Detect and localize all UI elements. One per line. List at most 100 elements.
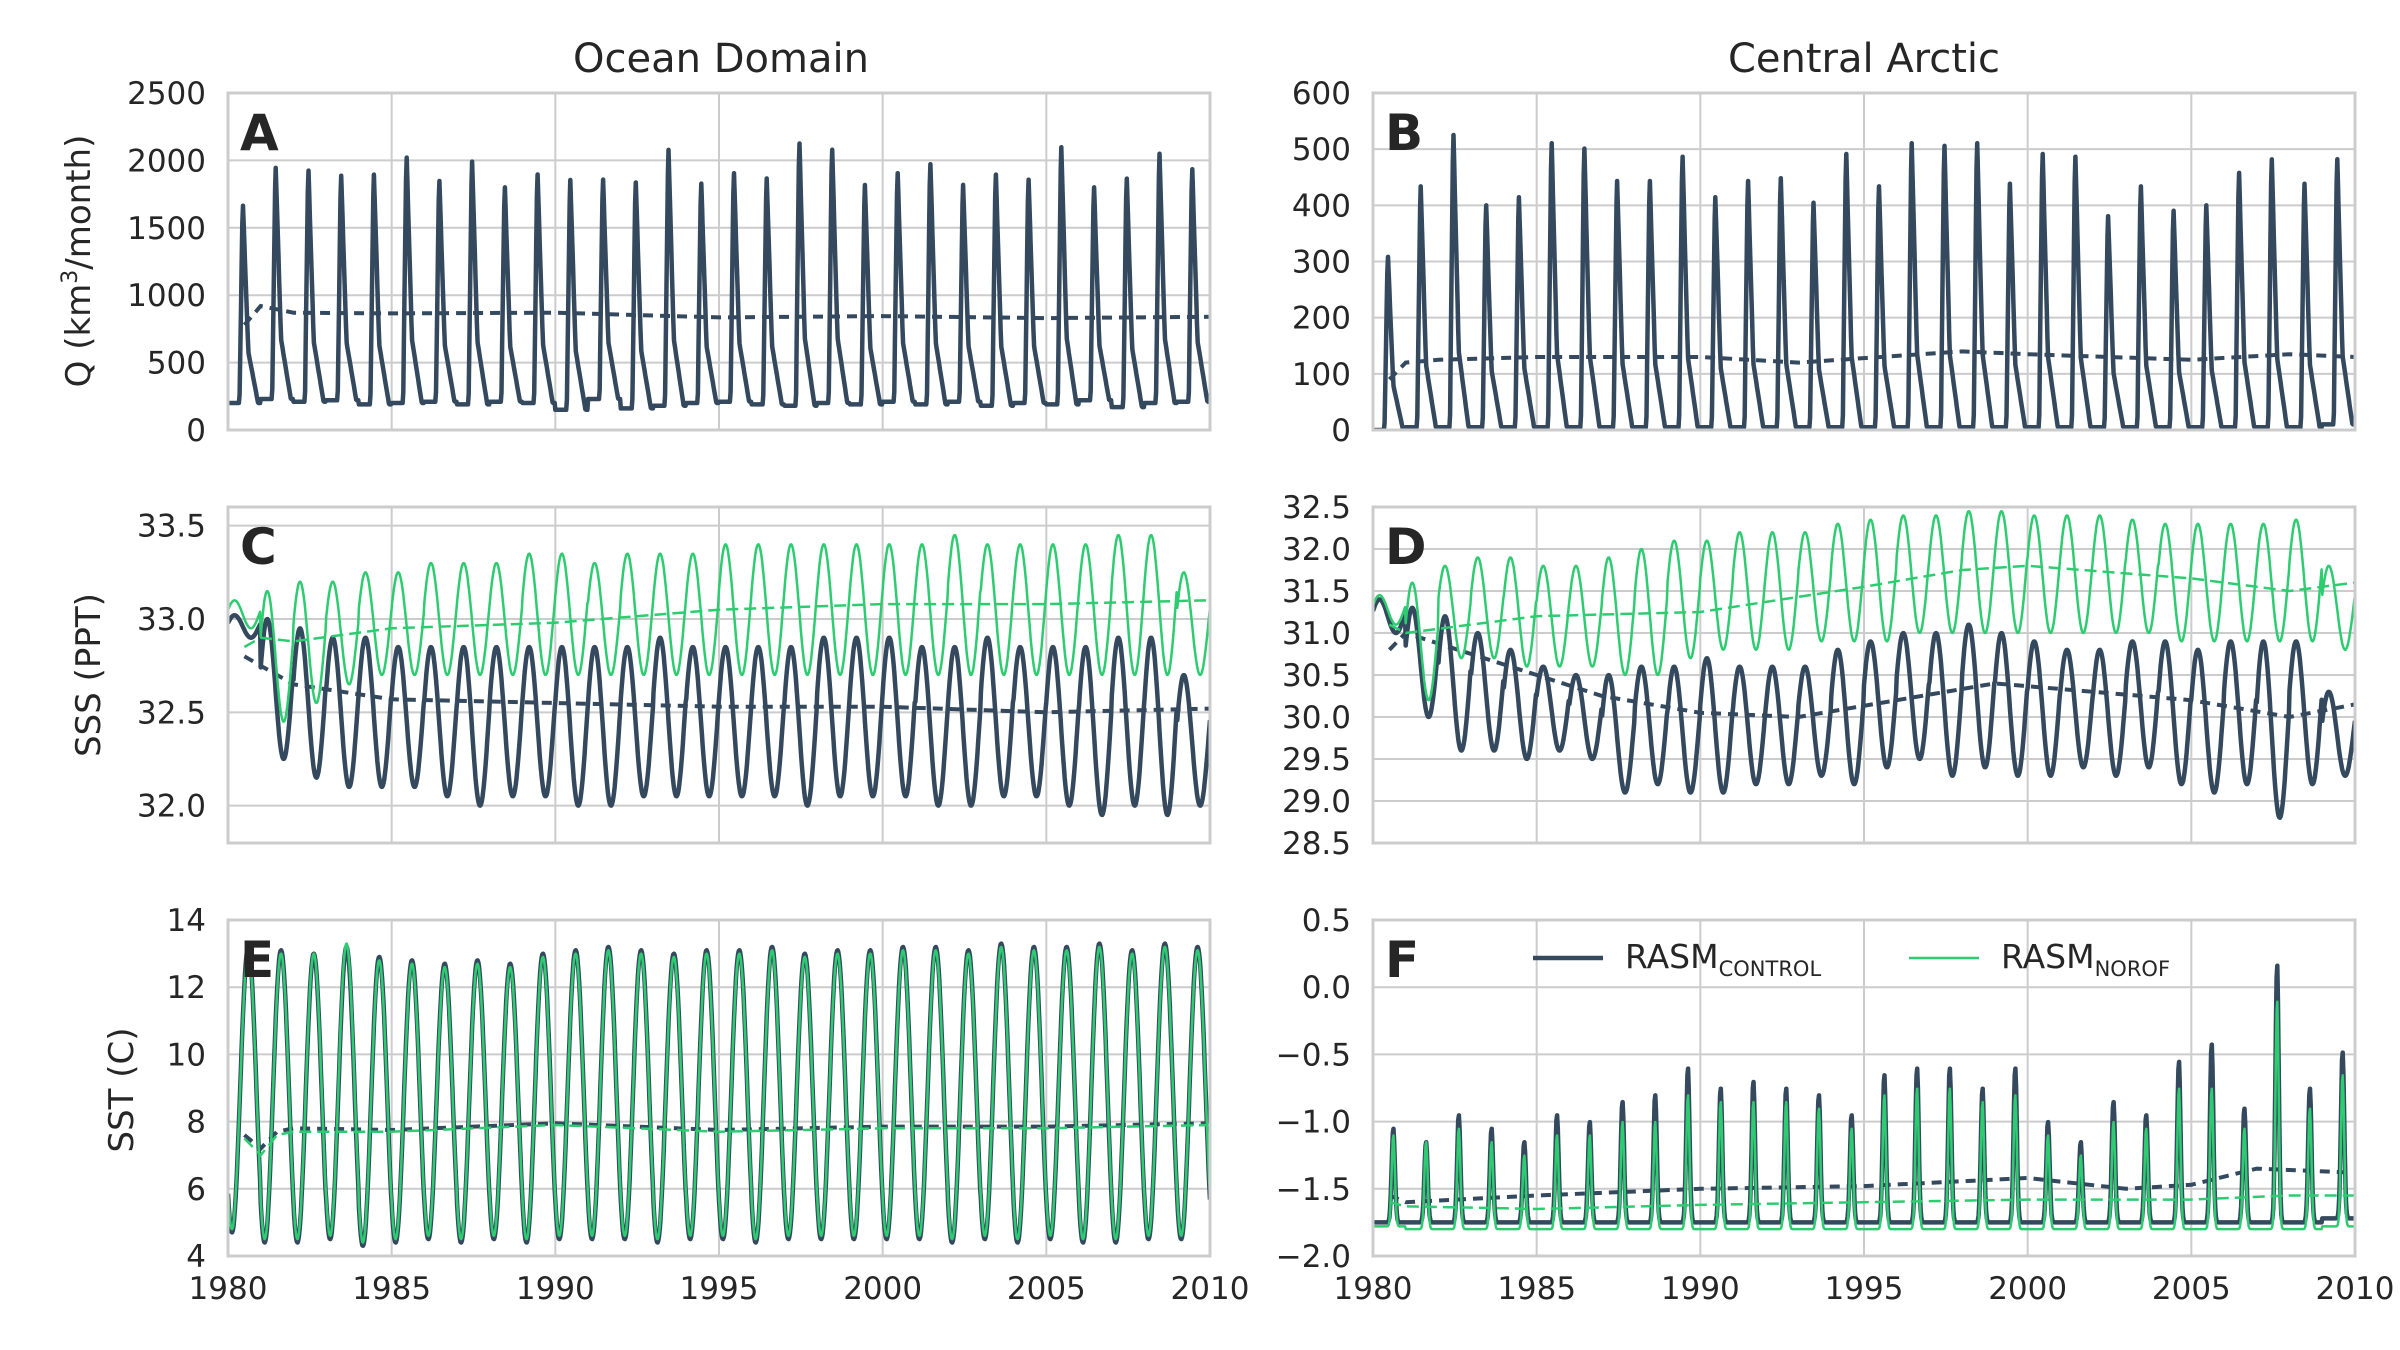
y-tick-label: 0.5 bbox=[1302, 903, 1351, 939]
panel-e: 1980 1985 1990 1995 2000 2005 2010 4 6 8 10 12 14 E bbox=[167, 903, 1250, 1307]
x-tick-label: 1990 bbox=[1661, 1271, 1740, 1307]
y-tick-label: 12 bbox=[167, 970, 206, 1006]
y-tick-label: 33.5 bbox=[137, 509, 206, 545]
y-tick-label: 1500 bbox=[127, 211, 206, 247]
axes-frame bbox=[1371, 505, 2357, 845]
ylabel-q: Q (km3/month) bbox=[58, 135, 99, 388]
y-tick-label: 0.0 bbox=[1302, 970, 1351, 1006]
ylabel-q-sup: 3 bbox=[58, 270, 83, 284]
control-monthly-line bbox=[228, 141, 1210, 413]
x-tick-label: 2010 bbox=[2316, 1271, 2395, 1307]
y-tick-label: 29.5 bbox=[1282, 742, 1351, 778]
axes-frame bbox=[226, 91, 1212, 432]
ylabel-sst: SST (C) bbox=[102, 1027, 142, 1152]
legend-label-sub: CONTROL bbox=[1719, 957, 1822, 981]
control-running-mean-line bbox=[1388, 1166, 2355, 1205]
series-group bbox=[1373, 510, 2355, 820]
axes-frame bbox=[226, 918, 1212, 1258]
y-tick-label: 2500 bbox=[127, 76, 206, 112]
x-tick-label: 1995 bbox=[1825, 1271, 1904, 1307]
y-tick-label: 600 bbox=[1292, 76, 1351, 112]
norof-running-mean-line bbox=[1388, 564, 2355, 635]
y-tick-label: 10 bbox=[167, 1037, 206, 1073]
norof-running-mean-line bbox=[1389, 1194, 2355, 1211]
column-title-ocean-domain: Ocean Domain bbox=[573, 36, 869, 82]
norof-running-mean-line bbox=[243, 1123, 1210, 1158]
control-running-mean-line bbox=[243, 654, 1210, 715]
y-tick-label: 0 bbox=[1331, 413, 1351, 449]
series-group bbox=[228, 533, 1210, 818]
series-group bbox=[1373, 963, 2355, 1231]
axes-frame bbox=[1371, 918, 2357, 1258]
y-tick-label: 4 bbox=[186, 1239, 206, 1275]
legend: RASMCONTROL RASMNOROF bbox=[1533, 937, 2170, 981]
x-tick-label: 1995 bbox=[680, 1271, 759, 1307]
panel-letter-d: D bbox=[1385, 518, 1427, 576]
y-tick-label: 32.0 bbox=[137, 789, 206, 825]
y-tick-label: 100 bbox=[1292, 357, 1351, 393]
panel-b: 0 100 200 300 400 500 600 B bbox=[1292, 76, 2357, 449]
x-tick-label: 2005 bbox=[1007, 1271, 1086, 1307]
x-tick-label: 2010 bbox=[1171, 1271, 1250, 1307]
control-running-mean-line bbox=[1387, 630, 2355, 720]
norof-running-mean-line bbox=[243, 599, 1210, 649]
x-tick-label: 2005 bbox=[2152, 1271, 2231, 1307]
y-tick-label: 6 bbox=[186, 1172, 206, 1208]
ylabel-q-main: Q (km bbox=[59, 284, 99, 388]
y-tick-label: 1000 bbox=[127, 278, 206, 314]
ylabel-sss: SSS (PPT) bbox=[69, 593, 109, 757]
column-title-central-arctic: Central Arctic bbox=[1728, 36, 2000, 82]
norof-monthly-line bbox=[1373, 510, 2355, 702]
control-monthly-line bbox=[1373, 132, 2355, 430]
norof-monthly-line bbox=[228, 942, 1210, 1244]
y-tick-label: 0 bbox=[186, 413, 206, 449]
legend-label-sub: NOROF bbox=[2095, 957, 2170, 981]
series-group bbox=[228, 141, 1210, 413]
control-monthly-line bbox=[1373, 963, 2355, 1225]
legend-label-control: RASMCONTROL bbox=[1625, 937, 1821, 981]
y-tick-label: 200 bbox=[1292, 301, 1351, 337]
panel-f: 1980 1985 1990 1995 2000 2005 2010 −2.0 −1.5 −1.0… bbox=[1276, 903, 2395, 1307]
axes-frame bbox=[226, 505, 1212, 845]
y-tick-label: 33.0 bbox=[137, 602, 206, 638]
y-tick-label: 30.0 bbox=[1282, 700, 1351, 736]
panel-c: 32.0 32.5 33.0 33.5 C bbox=[137, 505, 1212, 845]
y-tick-label: −0.5 bbox=[1276, 1037, 1351, 1073]
ylabel-q-tail: /month) bbox=[59, 135, 99, 270]
axes-frame bbox=[1371, 91, 2357, 432]
panel-letter-c: C bbox=[240, 518, 277, 576]
y-tick-label: 400 bbox=[1292, 188, 1351, 224]
y-tick-label: −2.0 bbox=[1276, 1239, 1351, 1275]
norof-monthly-line bbox=[228, 533, 1210, 723]
control-running-mean-line bbox=[1387, 349, 2355, 381]
y-tick-label: 32.0 bbox=[1282, 532, 1351, 568]
panel-letter-e: E bbox=[240, 931, 274, 989]
y-tick-label: 31.0 bbox=[1282, 616, 1351, 652]
panel-letter-b: B bbox=[1385, 104, 1423, 162]
y-tick-label: 300 bbox=[1292, 245, 1351, 281]
y-tick-label: 14 bbox=[167, 903, 206, 939]
y-tick-label: 8 bbox=[186, 1105, 206, 1141]
legend-label-main: RASM bbox=[2001, 937, 2095, 976]
panel-letter-a: A bbox=[240, 104, 279, 162]
x-tick-label: 1985 bbox=[352, 1271, 431, 1307]
y-tick-label: 28.5 bbox=[1282, 826, 1351, 862]
y-tick-label: 32.5 bbox=[1282, 490, 1351, 526]
x-tick-label: 1985 bbox=[1497, 1271, 1576, 1307]
control-monthly-line bbox=[228, 613, 1210, 818]
y-tick-label: −1.0 bbox=[1276, 1105, 1351, 1141]
panel-letter-f: F bbox=[1385, 931, 1419, 989]
y-tick-label: 500 bbox=[1292, 132, 1351, 168]
x-tick-label: 2000 bbox=[1988, 1271, 2067, 1307]
y-tick-label: 32.5 bbox=[137, 695, 206, 731]
x-tick-label: 1980 bbox=[1334, 1271, 1413, 1307]
x-tick-label: 1990 bbox=[516, 1271, 595, 1307]
panel-a: 0 500 1000 1500 2000 2500 A bbox=[127, 76, 1212, 449]
control-running-mean-line bbox=[242, 303, 1210, 327]
y-tick-label: 29.0 bbox=[1282, 784, 1351, 820]
control-running-mean-line bbox=[243, 1121, 1210, 1152]
panels: 0 500 1000 1500 2000 2500 A 0 100 200 300 400 500 600… bbox=[127, 76, 2394, 1307]
y-tick-label: 2000 bbox=[127, 143, 206, 179]
panel-d: 28.5 29.0 29.5 30.0 30.5 31.0 31.5 32.0 32.5 D bbox=[1282, 490, 2357, 862]
